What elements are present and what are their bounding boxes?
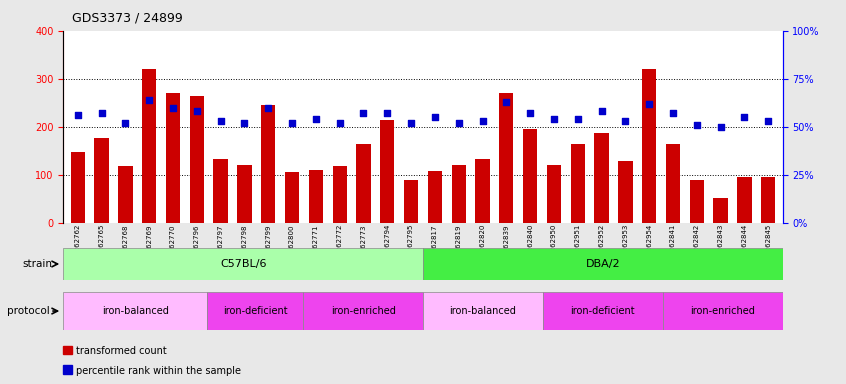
Point: [166, 104, 179, 111]
Point: [428, 114, 442, 120]
Text: GDS3373 / 24899: GDS3373 / 24899: [72, 12, 183, 25]
Bar: [63, 346, 72, 354]
Point: [71, 112, 85, 118]
Bar: [543, 292, 662, 330]
Point: [142, 97, 156, 103]
Point: [690, 122, 704, 128]
Bar: [689, 180, 704, 223]
Point: [642, 101, 656, 107]
Bar: [666, 144, 680, 223]
Text: protocol: protocol: [7, 306, 49, 316]
Point: [261, 104, 275, 111]
Point: [357, 110, 371, 116]
Point: [95, 110, 108, 116]
Bar: [356, 144, 371, 223]
Bar: [213, 159, 228, 223]
Bar: [142, 69, 157, 223]
Point: [618, 118, 632, 124]
Point: [214, 118, 228, 124]
Bar: [499, 93, 514, 223]
Bar: [738, 177, 751, 223]
Text: transformed count: transformed count: [76, 346, 168, 356]
Text: iron-enriched: iron-enriched: [690, 306, 755, 316]
Bar: [332, 166, 347, 223]
Bar: [63, 292, 207, 330]
Text: C57BL/6: C57BL/6: [220, 259, 266, 269]
Point: [761, 118, 775, 124]
Text: DBA/2: DBA/2: [585, 259, 620, 269]
Bar: [642, 69, 656, 223]
Text: iron-balanced: iron-balanced: [449, 306, 516, 316]
Point: [547, 116, 561, 122]
Point: [118, 120, 132, 126]
Bar: [285, 172, 299, 223]
Point: [452, 120, 465, 126]
Bar: [404, 180, 418, 223]
Bar: [261, 105, 275, 223]
Bar: [207, 292, 303, 330]
Point: [595, 108, 608, 114]
Point: [238, 120, 251, 126]
Text: percentile rank within the sample: percentile rank within the sample: [76, 366, 241, 376]
Bar: [713, 198, 728, 223]
Point: [500, 99, 514, 105]
Bar: [452, 165, 466, 223]
Point: [714, 124, 728, 130]
Bar: [475, 159, 490, 223]
Text: iron-deficient: iron-deficient: [222, 306, 288, 316]
Text: strain: strain: [22, 259, 52, 269]
Bar: [423, 292, 543, 330]
Bar: [63, 248, 423, 280]
Point: [309, 116, 322, 122]
Bar: [190, 96, 204, 223]
Bar: [761, 177, 776, 223]
Bar: [118, 166, 133, 223]
Point: [285, 120, 299, 126]
Point: [190, 108, 204, 114]
Bar: [95, 138, 108, 223]
Bar: [662, 292, 783, 330]
Bar: [166, 93, 180, 223]
Bar: [547, 165, 561, 223]
Bar: [423, 248, 783, 280]
Bar: [571, 144, 585, 223]
Point: [381, 110, 394, 116]
Point: [332, 120, 346, 126]
Bar: [428, 171, 442, 223]
Bar: [380, 121, 394, 223]
Bar: [303, 292, 423, 330]
Point: [738, 114, 751, 120]
Point: [667, 110, 680, 116]
Text: iron-balanced: iron-balanced: [102, 306, 169, 316]
Text: iron-enriched: iron-enriched: [331, 306, 396, 316]
Bar: [63, 365, 72, 374]
Point: [475, 118, 489, 124]
Bar: [595, 134, 609, 223]
Bar: [309, 170, 323, 223]
Bar: [618, 161, 633, 223]
Text: iron-deficient: iron-deficient: [570, 306, 635, 316]
Point: [571, 116, 585, 122]
Bar: [523, 129, 537, 223]
Bar: [70, 152, 85, 223]
Point: [404, 120, 418, 126]
Bar: [237, 165, 251, 223]
Point: [524, 110, 537, 116]
